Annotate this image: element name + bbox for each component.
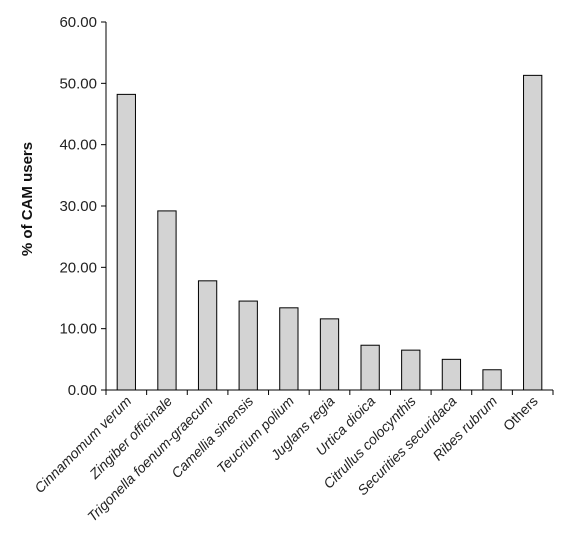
y-axis-title: % of CAM users xyxy=(19,142,36,256)
bar xyxy=(238,300,258,391)
y-axis-ticks: 0.00 10.00 20.00 30.00 40.00 50.00 60.00 xyxy=(59,14,106,399)
bar xyxy=(319,318,340,391)
bar xyxy=(401,349,421,391)
y-tick-label: 0.00 xyxy=(68,382,97,399)
bars xyxy=(116,74,543,391)
bar xyxy=(279,307,299,391)
bar xyxy=(197,280,218,391)
y-tick-label: 10.00 xyxy=(59,321,97,338)
bar xyxy=(441,358,462,391)
y-tick-label: 30.00 xyxy=(59,198,97,215)
bar xyxy=(116,93,136,391)
bar xyxy=(157,210,177,391)
y-tick-label: 40.00 xyxy=(59,137,97,154)
x-axis-ticks xyxy=(105,390,554,395)
y-tick-label: 60.00 xyxy=(59,14,97,31)
y-tick-label: 20.00 xyxy=(59,259,97,276)
x-tick-label: Others xyxy=(500,393,541,434)
bar xyxy=(360,344,380,391)
bar xyxy=(482,369,502,391)
bar xyxy=(523,74,543,391)
y-tick-label: 50.00 xyxy=(59,75,97,92)
